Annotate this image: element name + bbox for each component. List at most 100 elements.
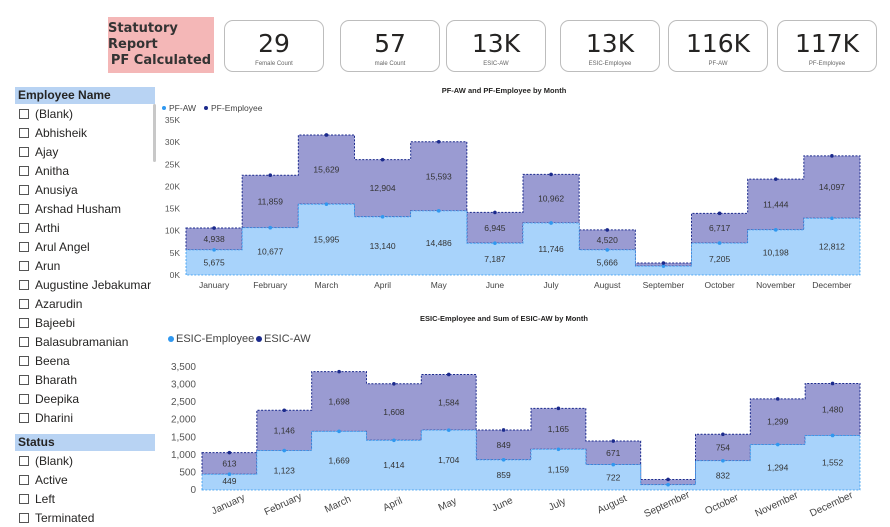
card-value: 13K bbox=[471, 29, 521, 58]
option-label: Beena bbox=[35, 353, 70, 368]
option-label: Terminated bbox=[35, 510, 95, 525]
data-label: 1,146 bbox=[274, 425, 296, 435]
data-label: 1,294 bbox=[767, 462, 789, 472]
employee-option[interactable]: Arthi bbox=[15, 218, 155, 237]
employee-option[interactable]: Augustine Jebakumar bbox=[15, 275, 155, 294]
status-option[interactable]: (Blank) bbox=[15, 451, 155, 470]
checkbox-icon[interactable] bbox=[19, 474, 29, 485]
card-label: male Count bbox=[374, 61, 406, 67]
employee-option[interactable]: Arun bbox=[15, 256, 155, 275]
checkbox-icon[interactable] bbox=[19, 146, 29, 157]
x-tick-label: March bbox=[315, 280, 339, 290]
legend-marker-1-1 bbox=[256, 336, 262, 342]
x-tick-label: May bbox=[431, 280, 448, 290]
y-tick-label: 5K bbox=[170, 248, 181, 258]
option-label: Bharath bbox=[35, 372, 78, 387]
employee-option[interactable]: Abhisheik bbox=[15, 123, 155, 142]
option-label: Balasubramanian bbox=[35, 334, 129, 349]
area-series-top bbox=[201, 371, 861, 486]
status-option[interactable]: Active bbox=[15, 470, 155, 489]
employee-option[interactable]: Dharini bbox=[15, 408, 155, 427]
card-value: 116K bbox=[685, 29, 751, 58]
option-label: Azarudin bbox=[35, 296, 83, 311]
card-pf-employee: 117K PF-Employee bbox=[777, 20, 877, 72]
data-label: 5,675 bbox=[203, 257, 225, 267]
checkbox-icon[interactable] bbox=[19, 412, 29, 423]
checkbox-icon[interactable] bbox=[19, 260, 29, 271]
checkbox-icon[interactable] bbox=[19, 455, 29, 466]
employee-option[interactable]: Arul Angel bbox=[15, 237, 155, 256]
option-label: Arun bbox=[35, 258, 61, 273]
employee-option[interactable]: Beena bbox=[15, 351, 155, 370]
legend-marker-0-1 bbox=[204, 106, 208, 110]
checkbox-icon[interactable] bbox=[19, 203, 29, 214]
checkbox-icon[interactable] bbox=[19, 512, 29, 523]
checkbox-icon[interactable] bbox=[19, 317, 29, 328]
data-point-bottom bbox=[773, 228, 778, 232]
area-series-bottom bbox=[201, 429, 861, 491]
y-tick-label: 30K bbox=[165, 137, 180, 147]
option-label: (Blank) bbox=[35, 453, 74, 468]
card-value: 13K bbox=[585, 29, 635, 58]
data-point-top bbox=[611, 439, 616, 443]
data-point-bottom bbox=[268, 225, 273, 230]
data-point-bottom bbox=[212, 248, 216, 252]
data-point-bottom bbox=[775, 442, 780, 447]
employee-option[interactable]: Arshad Husham bbox=[15, 199, 155, 218]
employee-option[interactable]: Deepika bbox=[15, 389, 155, 408]
checkbox-icon[interactable] bbox=[19, 374, 29, 385]
checkbox-icon[interactable] bbox=[19, 165, 29, 176]
status-option[interactable]: Terminated bbox=[15, 508, 155, 527]
checkbox-icon[interactable] bbox=[19, 184, 29, 195]
employee-option[interactable]: Ajay bbox=[15, 142, 155, 161]
checkbox-icon[interactable] bbox=[19, 108, 29, 119]
employee-option[interactable]: (Blank) bbox=[15, 104, 155, 123]
data-point-bottom bbox=[549, 221, 553, 225]
option-label: Left bbox=[35, 491, 56, 506]
employee-option[interactable]: Bajeebi bbox=[15, 313, 155, 332]
data-point-top bbox=[493, 210, 497, 215]
card-esic-aw: 13K ESIC-AW bbox=[446, 20, 546, 72]
data-label: 7,205 bbox=[709, 254, 731, 264]
employee-option[interactable]: Anitha bbox=[15, 161, 155, 180]
data-point-bottom bbox=[337, 429, 341, 434]
checkbox-icon[interactable] bbox=[19, 393, 29, 404]
data-label: 1,123 bbox=[274, 465, 296, 475]
data-point-top bbox=[717, 211, 722, 216]
checkbox-icon[interactable] bbox=[19, 222, 29, 233]
card-label: ESIC-Employee bbox=[588, 61, 632, 67]
data-label: 1,165 bbox=[548, 424, 570, 434]
checkbox-icon[interactable] bbox=[19, 241, 29, 252]
data-label: 5,666 bbox=[597, 257, 619, 267]
x-tick-label: July bbox=[547, 496, 568, 513]
option-label: Arthi bbox=[35, 220, 60, 235]
chart-title: ESIC-Employee and Sum of ESIC-AW by Mont… bbox=[420, 314, 588, 323]
employee-option[interactable]: Anusiya bbox=[15, 180, 155, 199]
data-point-top bbox=[666, 477, 670, 482]
data-label: 11,746 bbox=[538, 244, 564, 254]
y-tick-label: 3,000 bbox=[171, 380, 196, 391]
checkbox-icon[interactable] bbox=[19, 127, 29, 138]
checkbox-icon[interactable] bbox=[19, 298, 29, 309]
data-label: 722 bbox=[606, 472, 620, 482]
data-label: 14,097 bbox=[819, 182, 845, 192]
card-value: 57 bbox=[374, 29, 406, 58]
data-label: 6,717 bbox=[709, 223, 731, 233]
employee-option[interactable]: Balasubramanian bbox=[15, 332, 155, 351]
checkbox-icon[interactable] bbox=[19, 493, 29, 504]
data-label: 11,444 bbox=[763, 199, 789, 209]
employee-option[interactable]: Azarudin bbox=[15, 294, 155, 313]
y-tick-label: 15K bbox=[165, 204, 180, 214]
checkbox-icon[interactable] bbox=[19, 279, 29, 290]
x-tick-label: March bbox=[323, 494, 353, 516]
status-slicer: Status (Blank) Active Left Terminated bbox=[15, 434, 155, 527]
data-point-bottom bbox=[501, 458, 506, 462]
employee-option[interactable]: Bharath bbox=[15, 370, 155, 389]
employee-slicer-scrollbar[interactable] bbox=[153, 104, 156, 162]
option-label: Augustine Jebakumar bbox=[35, 277, 152, 292]
option-label: Abhisheik bbox=[35, 125, 88, 140]
data-label: 10,677 bbox=[257, 246, 283, 256]
checkbox-icon[interactable] bbox=[19, 355, 29, 366]
status-option[interactable]: Left bbox=[15, 489, 155, 508]
checkbox-icon[interactable] bbox=[19, 336, 29, 347]
